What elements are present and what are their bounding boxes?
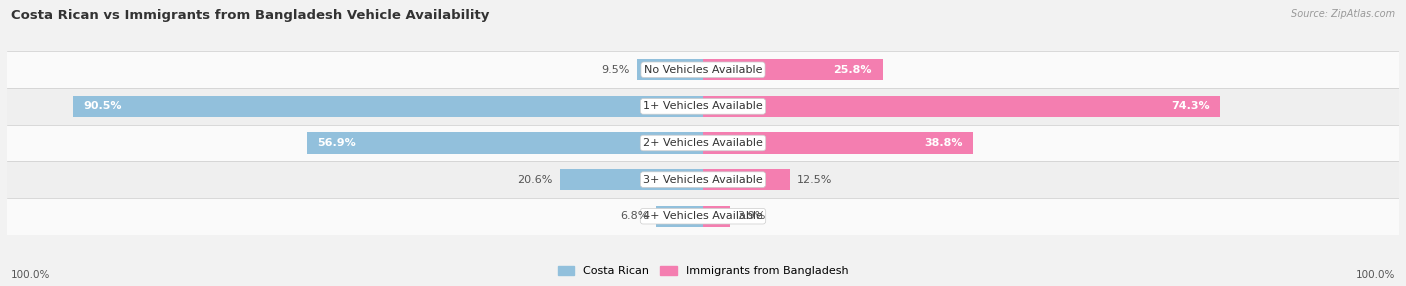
Bar — [655, 206, 703, 227]
Bar — [703, 169, 790, 190]
Text: 100.0%: 100.0% — [1355, 270, 1395, 280]
Bar — [703, 96, 1220, 117]
Text: 4+ Vehicles Available: 4+ Vehicles Available — [643, 211, 763, 221]
Bar — [7, 198, 1399, 235]
Text: 3.9%: 3.9% — [737, 211, 765, 221]
Text: 74.3%: 74.3% — [1171, 102, 1209, 111]
Text: 100.0%: 100.0% — [11, 270, 51, 280]
Text: 12.5%: 12.5% — [797, 175, 832, 184]
Bar — [7, 88, 1399, 125]
Bar — [560, 169, 703, 190]
Text: 1+ Vehicles Available: 1+ Vehicles Available — [643, 102, 763, 111]
Bar — [7, 161, 1399, 198]
Text: 20.6%: 20.6% — [517, 175, 553, 184]
Bar — [73, 96, 703, 117]
Text: Costa Rican vs Immigrants from Bangladesh Vehicle Availability: Costa Rican vs Immigrants from Banglades… — [11, 9, 489, 21]
Text: Source: ZipAtlas.com: Source: ZipAtlas.com — [1291, 9, 1395, 19]
Text: 25.8%: 25.8% — [834, 65, 872, 75]
Text: 56.9%: 56.9% — [318, 138, 356, 148]
Bar — [307, 132, 703, 154]
Text: 9.5%: 9.5% — [602, 65, 630, 75]
Text: 3+ Vehicles Available: 3+ Vehicles Available — [643, 175, 763, 184]
Text: 6.8%: 6.8% — [620, 211, 648, 221]
Bar — [703, 132, 973, 154]
Text: 2+ Vehicles Available: 2+ Vehicles Available — [643, 138, 763, 148]
Bar — [637, 59, 703, 80]
Bar — [7, 125, 1399, 161]
Text: No Vehicles Available: No Vehicles Available — [644, 65, 762, 75]
Legend: Costa Rican, Immigrants from Bangladesh: Costa Rican, Immigrants from Bangladesh — [553, 261, 853, 281]
Bar — [703, 59, 883, 80]
Bar — [703, 206, 730, 227]
Bar — [7, 51, 1399, 88]
Text: 90.5%: 90.5% — [83, 102, 122, 111]
Text: 38.8%: 38.8% — [924, 138, 963, 148]
